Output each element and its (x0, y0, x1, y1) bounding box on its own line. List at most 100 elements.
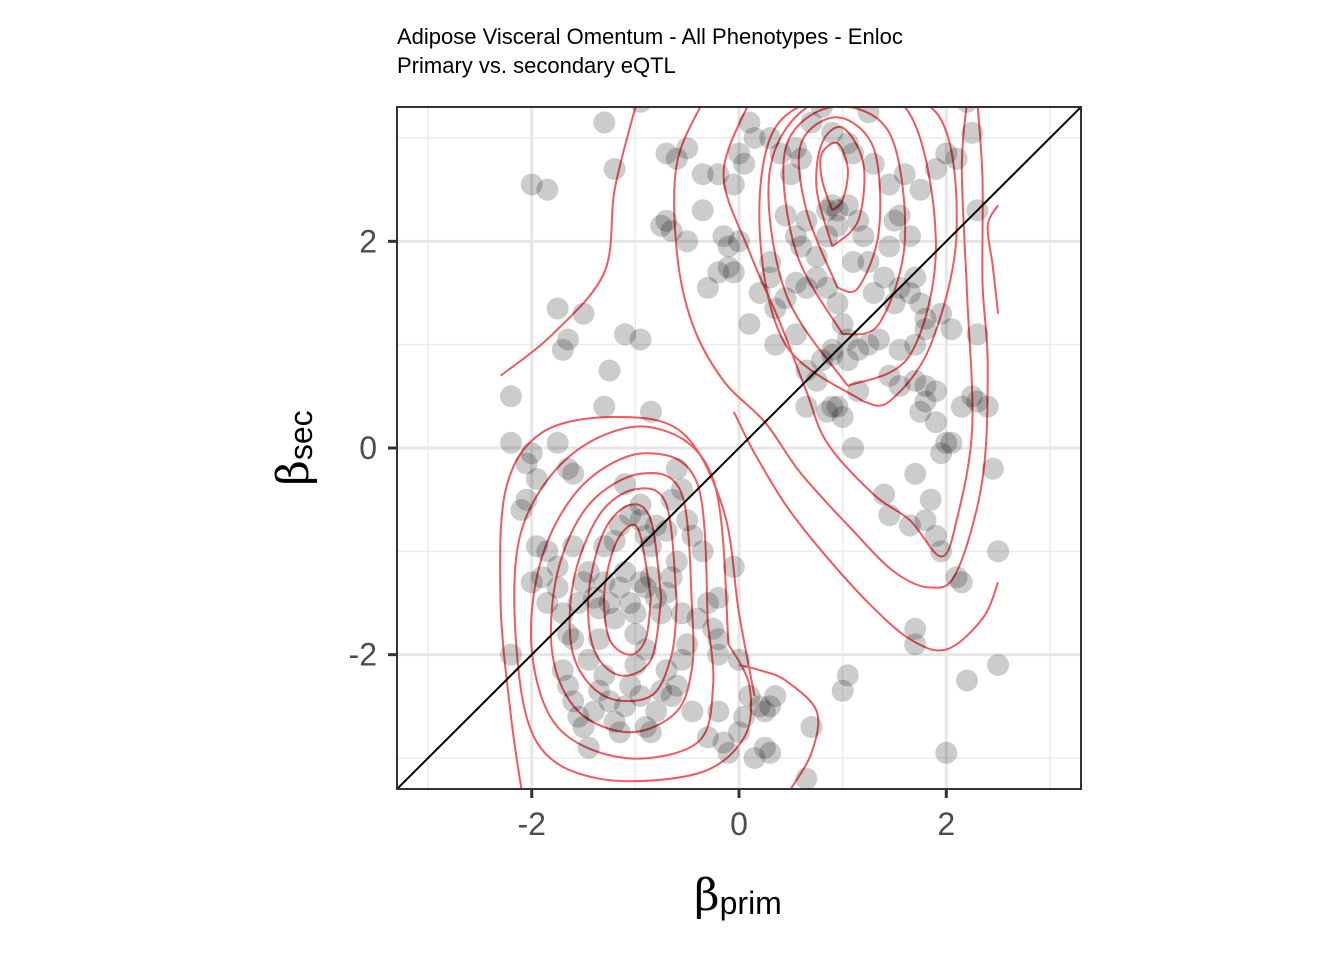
data-point (676, 633, 699, 656)
data-point (857, 107, 880, 124)
data-point (603, 158, 626, 180)
data-point (619, 504, 642, 527)
data-point (557, 457, 579, 480)
chart-subtitle: Primary vs. secondary eQTL (397, 53, 676, 78)
data-point (893, 163, 916, 186)
data-points (500, 107, 1010, 789)
data-point (873, 266, 896, 289)
data-point (681, 700, 704, 723)
data-point (546, 297, 569, 320)
data-point (691, 540, 714, 563)
data-point (759, 127, 782, 149)
data-point (562, 690, 585, 713)
data-point (582, 700, 605, 723)
data-point (614, 473, 636, 496)
data-point (665, 674, 688, 697)
data-point (930, 540, 953, 563)
data-point (769, 142, 792, 165)
data-point (717, 235, 740, 258)
data-point (957, 107, 977, 113)
data-point (608, 721, 631, 744)
data-point (707, 643, 730, 666)
data-point (702, 617, 725, 640)
data-point (645, 700, 668, 723)
contour-line (767, 107, 937, 387)
data-point (593, 111, 616, 134)
data-point (733, 152, 756, 175)
data-point (935, 431, 958, 454)
data-point (826, 292, 849, 315)
contour-line (986, 204, 1000, 314)
data-point (551, 338, 574, 361)
data-point (645, 586, 668, 609)
data-point (764, 297, 787, 320)
contour-line (819, 141, 849, 212)
contour-line (782, 107, 907, 336)
data-point (577, 648, 600, 671)
data-point (805, 245, 828, 268)
contour-line (587, 503, 663, 677)
data-point (981, 457, 1004, 480)
data-point (671, 478, 693, 501)
data-point (961, 385, 984, 408)
data-point (904, 462, 927, 485)
y-tick-label: -2 (349, 637, 377, 673)
data-point (696, 276, 719, 299)
data-point (733, 705, 756, 728)
data-point (950, 395, 973, 418)
data-point (862, 282, 885, 304)
contour-line (568, 487, 678, 703)
data-point (810, 349, 833, 372)
data-point (774, 287, 797, 310)
data-point (546, 555, 569, 578)
x-axis-title: βprim (694, 870, 782, 921)
contour-line (732, 411, 1000, 652)
data-point (805, 369, 828, 392)
data-point (764, 333, 787, 356)
data-point (904, 333, 927, 356)
data-point (655, 519, 678, 542)
data-point (728, 648, 750, 671)
data-point (904, 266, 927, 289)
data-point (557, 623, 579, 645)
data-point (821, 194, 844, 217)
data-point (950, 571, 973, 594)
data-point (520, 571, 543, 594)
data-point (567, 592, 590, 614)
chart-title: Adipose Visceral Omentum - All Phenotype… (397, 24, 903, 49)
data-point (536, 592, 559, 614)
data-point (655, 581, 678, 604)
data-point (800, 716, 823, 738)
data-point (562, 462, 585, 485)
data-point (800, 111, 823, 134)
data-point (655, 659, 678, 682)
data-point (650, 602, 673, 625)
data-point (940, 431, 963, 454)
data-point (966, 390, 989, 413)
data-point (681, 524, 704, 547)
data-point (655, 142, 678, 165)
data-point (536, 178, 559, 201)
data-point (759, 695, 782, 718)
data-point (748, 282, 771, 304)
data-point (753, 700, 776, 723)
data-point (557, 674, 579, 697)
data-point (588, 679, 611, 702)
data-point (546, 576, 569, 599)
data-point (852, 225, 875, 248)
data-point (873, 483, 896, 506)
data-point (588, 597, 611, 620)
data-point (572, 716, 595, 738)
data-point (629, 328, 652, 351)
data-point (577, 561, 600, 583)
data-point (676, 509, 699, 532)
data-point (961, 121, 984, 144)
data-point (546, 431, 569, 454)
data-point (655, 209, 678, 232)
data-point (919, 488, 942, 511)
data-point (500, 643, 522, 666)
data-point (836, 664, 859, 687)
data-point (738, 313, 761, 335)
data-point (603, 530, 626, 552)
data-point (707, 700, 730, 723)
